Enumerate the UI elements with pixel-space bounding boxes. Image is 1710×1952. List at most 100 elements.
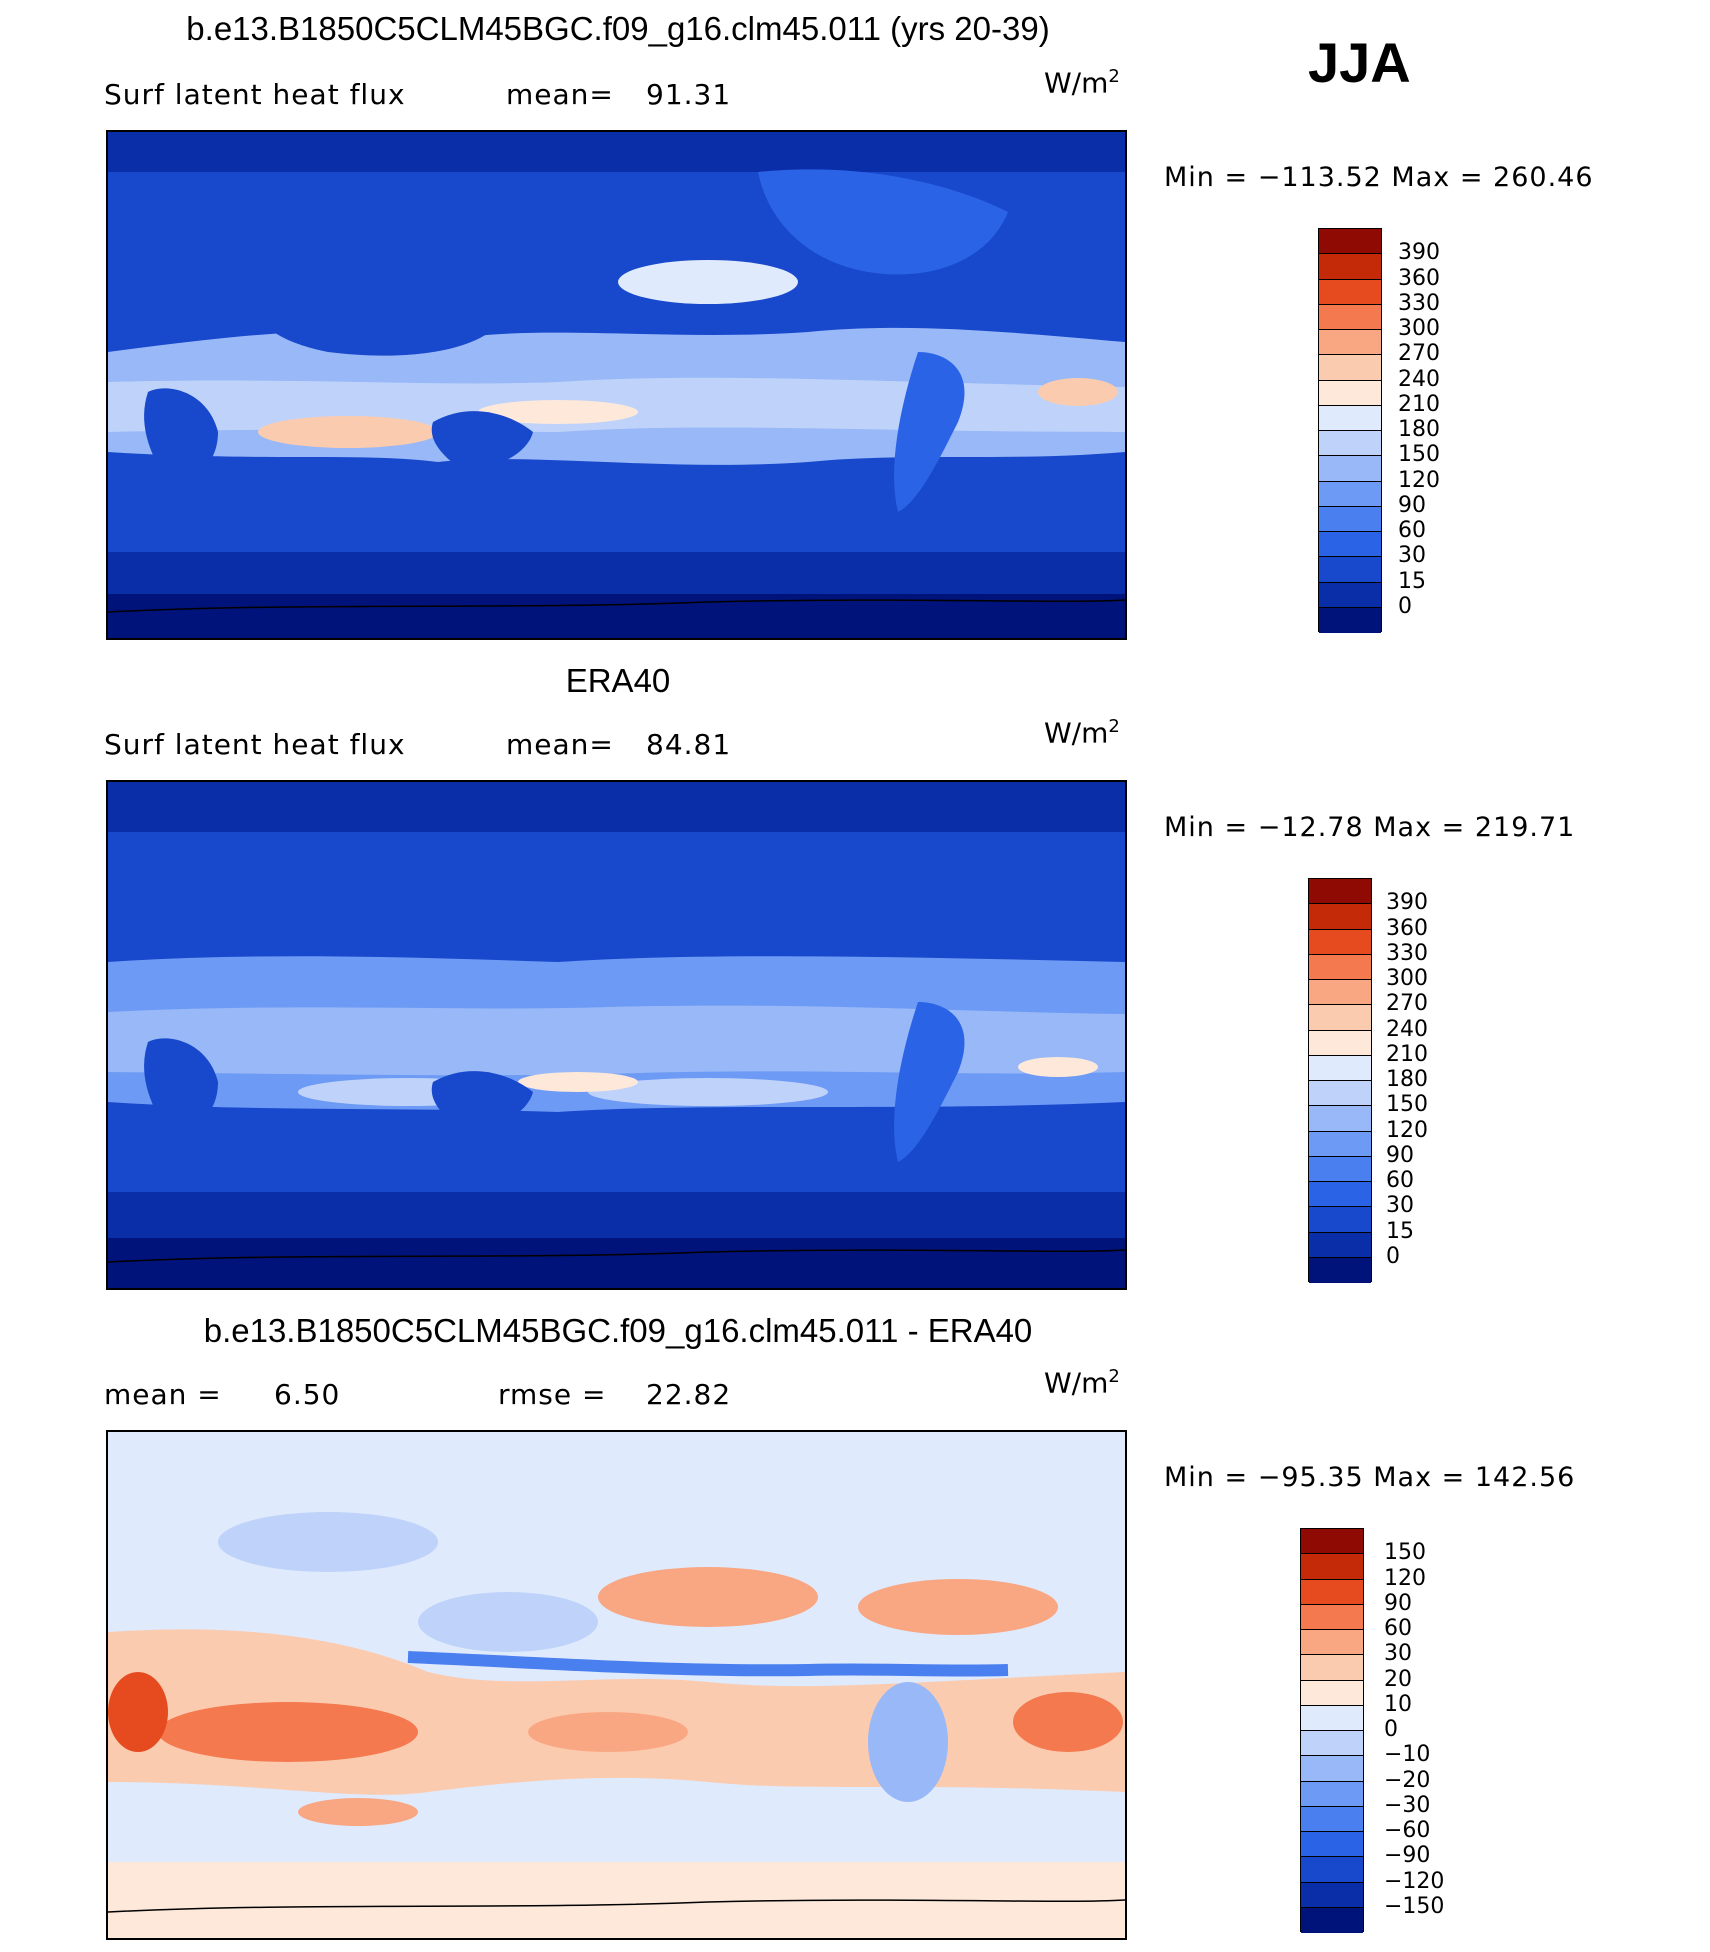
colorbar-bin <box>1301 1655 1363 1681</box>
panel2-map <box>106 780 1127 1290</box>
colorbar-bin <box>1319 532 1381 558</box>
panel1-variable-label: Surf latent heat flux <box>104 78 406 111</box>
colorbar-bin <box>1309 1156 1371 1182</box>
panel2-unit: W/m2 <box>1044 716 1120 750</box>
colorbar-bin <box>1319 607 1381 633</box>
colorbar-tick-label: 390 <box>1386 890 1428 916</box>
season-label: JJA <box>1308 31 1411 94</box>
colorbar-bin <box>1301 1756 1363 1782</box>
colorbar-bin <box>1309 879 1371 905</box>
colorbar-tick-label: 300 <box>1386 966 1428 991</box>
colorbar-tick-label: 30 <box>1398 543 1426 569</box>
panel3-rmse-label: rmse = <box>498 1378 607 1411</box>
colorbar-bin <box>1301 1731 1363 1757</box>
colorbar-bin <box>1309 904 1371 930</box>
colorbar-bin <box>1309 1207 1371 1233</box>
panel3-mean-value: 6.50 <box>274 1378 341 1411</box>
colorbar-bin <box>1309 1182 1371 1208</box>
colorbar-bin <box>1301 1806 1363 1832</box>
colorbar-bin <box>1309 1257 1371 1283</box>
colorbar-tick-label: 0 <box>1386 1243 1400 1269</box>
colorbar-bin <box>1319 481 1381 507</box>
colorbar-bin <box>1301 1857 1363 1883</box>
colorbar-tick-label: −120 <box>1384 1868 1445 1894</box>
colorbar-tick-label: 180 <box>1386 1067 1428 1092</box>
colorbar-bin <box>1301 1604 1363 1630</box>
panel2-mean-value: 84.81 <box>646 728 732 761</box>
panel3-mean-label: mean = <box>104 1378 222 1411</box>
colorbar-tick-label: 360 <box>1386 915 1428 941</box>
colorbar-bin <box>1319 405 1381 431</box>
colorbar-tick-label: 120 <box>1384 1565 1426 1591</box>
colorbar-tick-label: 30 <box>1386 1193 1414 1219</box>
colorbar-bin <box>1319 355 1381 381</box>
colorbar-tick-label: 0 <box>1384 1717 1398 1742</box>
colorbar-bin <box>1309 1055 1371 1081</box>
colorbar-bin <box>1301 1882 1363 1908</box>
panel1-title: b.e13.B1850C5CLM45BGC.f09_g16.clm45.011 … <box>186 10 1050 47</box>
colorbar-tick-label: 150 <box>1398 442 1440 468</box>
colorbar-tick-label: 150 <box>1386 1092 1428 1118</box>
colorbar-tick-label: 15 <box>1386 1218 1414 1244</box>
colorbar-tick-label: 60 <box>1384 1616 1412 1641</box>
colorbar-tick-label: −60 <box>1384 1818 1431 1843</box>
colorbar-tick-label: 330 <box>1398 290 1440 316</box>
panel2-mean-label: mean= <box>506 728 614 761</box>
colorbar-bin <box>1319 330 1381 356</box>
panel3-unit: W/m2 <box>1044 1366 1120 1400</box>
panel3-map-field <box>108 1432 1125 1938</box>
colorbar-bin <box>1319 279 1381 305</box>
colorbar-tick-label: 180 <box>1398 417 1440 442</box>
panel2-minmax: Min = −12.78 Max = 219.71 <box>1164 812 1576 843</box>
colorbar-tick-label: 30 <box>1384 1641 1412 1667</box>
colorbar-bin <box>1319 456 1381 482</box>
colorbar-tick-label: 210 <box>1386 1041 1428 1067</box>
colorbar-bin <box>1309 1131 1371 1157</box>
panel2-variable-label: Surf latent heat flux <box>104 728 406 761</box>
colorbar-tick-label: −30 <box>1384 1792 1431 1818</box>
colorbar-tick-label: 360 <box>1398 265 1440 291</box>
colorbar-bin <box>1301 1832 1363 1858</box>
colorbar-bin <box>1309 1081 1371 1107</box>
colorbar-tick-label: 270 <box>1398 341 1440 367</box>
panel1-minmax: Min = −113.52 Max = 260.46 <box>1164 162 1594 193</box>
panel3-map <box>106 1430 1127 1940</box>
colorbar-tick-label: −150 <box>1384 1893 1445 1919</box>
colorbar-tick-label: −90 <box>1384 1843 1431 1869</box>
colorbar-bin <box>1319 304 1381 330</box>
colorbar-bin <box>1319 431 1381 457</box>
panel3-title: b.e13.B1850C5CLM45BGC.f09_g16.clm45.011 … <box>203 1312 1033 1349</box>
colorbar-bin <box>1319 380 1381 406</box>
colorbar-bin <box>1309 1030 1371 1056</box>
colorbar-bin <box>1309 929 1371 955</box>
panel2-colorbar <box>1308 878 1372 1283</box>
panel3-colorbar <box>1300 1528 1364 1933</box>
colorbar-tick-label: 240 <box>1386 1016 1428 1042</box>
colorbar-bin <box>1301 1529 1363 1555</box>
panel3-minmax: Min = −95.35 Max = 142.56 <box>1164 1462 1576 1493</box>
panel1-colorbar <box>1318 228 1382 633</box>
colorbar-tick-label: 330 <box>1386 940 1428 966</box>
panel1-mean-value: 91.31 <box>646 78 732 111</box>
colorbar-bin <box>1301 1680 1363 1706</box>
colorbar-tick-label: 90 <box>1384 1590 1412 1616</box>
colorbar-tick-label: 270 <box>1386 991 1428 1017</box>
colorbar-tick-label: 120 <box>1398 467 1440 493</box>
colorbar-tick-label: 150 <box>1384 1540 1426 1566</box>
colorbar-bin <box>1319 506 1381 532</box>
panel2-title: ERA40 <box>565 662 671 699</box>
colorbar-tick-label: 240 <box>1398 366 1440 392</box>
colorbar-tick-label: 390 <box>1398 240 1440 266</box>
colorbar-tick-label: 90 <box>1386 1142 1414 1168</box>
colorbar-tick-label: 120 <box>1386 1117 1428 1143</box>
colorbar-bin <box>1301 1781 1363 1807</box>
colorbar-bin <box>1301 1579 1363 1605</box>
colorbar-tick-label: 60 <box>1398 518 1426 543</box>
colorbar-bin <box>1309 1005 1371 1031</box>
colorbar-bin <box>1309 1106 1371 1132</box>
panel1-map-field <box>108 132 1125 638</box>
colorbar-tick-label: −10 <box>1384 1742 1431 1768</box>
colorbar-tick-label: 10 <box>1384 1691 1412 1717</box>
colorbar-tick-label: 60 <box>1386 1168 1414 1193</box>
colorbar-bin <box>1309 1232 1371 1258</box>
